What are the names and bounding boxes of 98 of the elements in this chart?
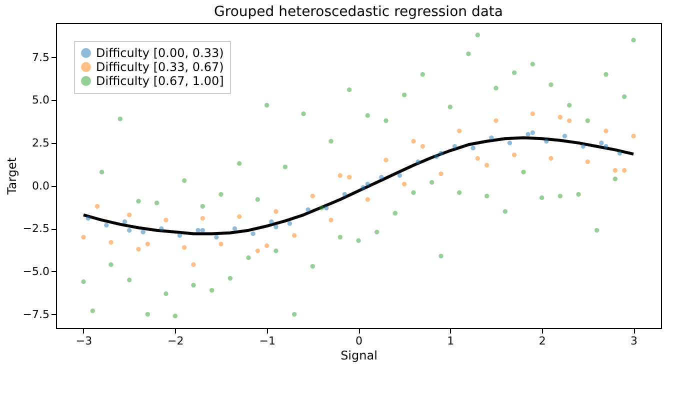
point xyxy=(255,248,260,254)
point xyxy=(200,228,206,233)
line-series xyxy=(82,136,635,236)
point xyxy=(558,114,563,120)
x-tick-label: −2 xyxy=(168,334,184,348)
point xyxy=(274,224,278,230)
point xyxy=(310,194,316,198)
point xyxy=(470,146,476,150)
point xyxy=(306,207,310,212)
x-tick-label: 0 xyxy=(356,334,362,348)
x-axis-title: Signal xyxy=(340,348,378,362)
point xyxy=(420,144,426,149)
y-tick-label: −2.5 xyxy=(22,222,50,236)
legend-label: Difficulty [0.00, 0.33) xyxy=(96,46,224,60)
point xyxy=(365,182,370,186)
point xyxy=(292,233,297,238)
point xyxy=(200,216,206,221)
point xyxy=(274,209,278,214)
point xyxy=(530,111,536,116)
point xyxy=(489,135,494,140)
point xyxy=(191,262,196,267)
point xyxy=(126,228,132,233)
point xyxy=(328,218,334,222)
x-tick-label: 2 xyxy=(538,334,546,348)
point xyxy=(438,150,444,156)
point xyxy=(544,138,549,144)
point xyxy=(324,206,329,210)
point xyxy=(379,174,384,180)
point xyxy=(604,144,608,149)
x-tick-label: −1 xyxy=(259,334,276,348)
point xyxy=(530,130,536,136)
point xyxy=(438,171,444,176)
point xyxy=(475,156,480,161)
chart-title: Grouped heteroscedastic regression data xyxy=(214,4,503,20)
point xyxy=(264,243,270,248)
point xyxy=(562,134,568,138)
point xyxy=(140,230,146,234)
point xyxy=(599,140,604,146)
point xyxy=(566,118,572,124)
point xyxy=(94,204,100,209)
point xyxy=(250,231,256,236)
point xyxy=(81,234,86,240)
point xyxy=(548,156,554,161)
point xyxy=(338,173,343,178)
point xyxy=(122,219,128,224)
point xyxy=(512,152,517,158)
y-axis-title: Target xyxy=(4,157,19,196)
point xyxy=(434,154,439,159)
y-tick-label: 7.5 xyxy=(32,50,50,64)
point xyxy=(456,128,462,134)
point xyxy=(126,212,132,218)
point xyxy=(104,222,109,228)
x-tick-label: 3 xyxy=(630,334,638,348)
point xyxy=(631,134,636,138)
point xyxy=(342,192,348,197)
legend-label: Difficulty [0.67, 1.00] xyxy=(96,74,224,88)
point xyxy=(507,140,512,146)
point xyxy=(287,221,292,226)
point xyxy=(585,159,590,164)
point xyxy=(214,234,219,240)
x-tick-label: 1 xyxy=(447,334,454,348)
point xyxy=(218,242,224,246)
point xyxy=(384,158,388,162)
point xyxy=(196,228,200,233)
legend-label: Difficulty [0.33, 0.67) xyxy=(96,60,224,74)
point xyxy=(617,150,622,156)
point xyxy=(365,197,370,202)
point xyxy=(136,246,141,252)
y-tick-label: −5.0 xyxy=(22,264,50,278)
point xyxy=(145,242,150,246)
point xyxy=(232,226,238,231)
point xyxy=(159,226,164,231)
point xyxy=(108,240,114,245)
point xyxy=(346,174,352,180)
point xyxy=(397,173,402,178)
point xyxy=(411,138,416,144)
point xyxy=(402,182,407,186)
point xyxy=(580,144,586,149)
point xyxy=(622,168,627,173)
point xyxy=(182,245,187,250)
y-tick-label: 5.0 xyxy=(32,94,50,107)
point xyxy=(416,159,420,164)
point xyxy=(86,216,90,221)
x-tick-label: −3 xyxy=(76,334,92,348)
point xyxy=(484,162,490,168)
point xyxy=(452,144,458,149)
point xyxy=(177,233,182,238)
point xyxy=(164,218,168,222)
point xyxy=(612,168,618,173)
y-tick-label: −7.5 xyxy=(22,308,50,321)
point xyxy=(526,132,530,137)
point xyxy=(269,219,274,224)
point xyxy=(604,128,608,134)
y-tick-label: 2.5 xyxy=(32,136,50,150)
point xyxy=(494,118,498,124)
y-tick-label: 0.0 xyxy=(32,179,50,192)
point xyxy=(236,214,242,219)
point xyxy=(360,185,366,190)
